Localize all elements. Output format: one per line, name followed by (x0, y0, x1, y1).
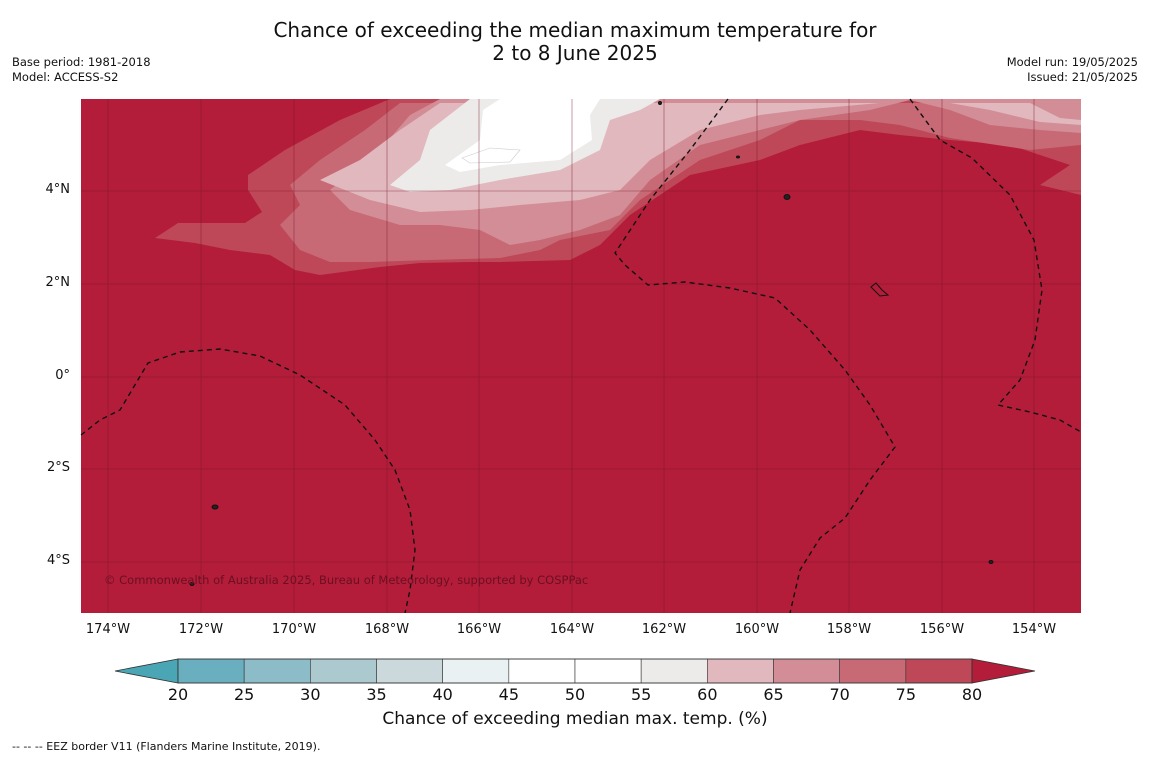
model-run-text: Model run: 19/05/2025 (1006, 55, 1138, 69)
colorbar-cell (839, 658, 907, 684)
lat-label-2s: 2°S (46, 460, 70, 475)
lon-label: 158°W (826, 622, 872, 637)
colorbar-tick-label: 50 (564, 685, 586, 704)
colorbar-tick-label: 40 (432, 685, 453, 704)
eez-border-east (909, 98, 1082, 433)
colorbar-cell (574, 658, 642, 684)
island (211, 504, 219, 510)
island (736, 155, 740, 159)
colorbar-cell (905, 658, 973, 684)
lon-label: 156°W (919, 622, 965, 637)
colorbar-low-extension (114, 658, 179, 684)
colorbar-frame (177, 658, 973, 684)
lon-label: 172°W (178, 622, 224, 637)
lon-label: 168°W (364, 622, 410, 637)
eez-border-west (80, 348, 416, 614)
colorbar-cell (442, 658, 510, 684)
colorbar-cell (376, 658, 443, 684)
island (658, 101, 662, 105)
colorbar-tick-label: 25 (233, 685, 255, 704)
probability-contours (155, 99, 1081, 275)
lon-label: 174°W (85, 622, 131, 637)
colorbar-tick-label: 55 (630, 685, 652, 704)
island (988, 560, 994, 564)
graticule (81, 99, 1081, 613)
lon-label: 154°W (1011, 622, 1057, 637)
colorbar-tick-label: 20 (167, 685, 189, 704)
island (870, 282, 890, 297)
colorbar (114, 658, 1036, 684)
lon-label: 162°W (641, 622, 687, 637)
colorbar-cell (243, 658, 311, 684)
colorbar-tick-label: 65 (763, 685, 784, 704)
lon-label: 164°W (549, 622, 595, 637)
colorbar-cell (310, 658, 377, 684)
issued-text: Issued: 21/05/2025 (1027, 70, 1138, 84)
colorbar-tick-label: 35 (366, 685, 387, 704)
meta-right: Model run: 19/05/2025 Issued: 21/05/2025 (1007, 55, 1138, 85)
meta-left: Base period: 1981-2018 Model: ACCESS-S2 (12, 55, 151, 85)
colorbar-cell (508, 658, 576, 684)
model-text: Model: ACCESS-S2 (12, 70, 119, 84)
colorbar-cell (773, 658, 840, 684)
lat-label-4n: 4°N (45, 182, 71, 197)
colorbar-title: Chance of exceeding median max. temp. (%… (382, 709, 768, 729)
colorbar-high-extension (971, 658, 1036, 684)
chart-title-line-1: Chance of exceeding the median maximum t… (273, 18, 877, 42)
colorbar-tick-label: 70 (829, 685, 850, 704)
eez-legend-text: -- -- -- EEZ border V11 (Flanders Marine… (12, 740, 321, 753)
eez-border-center (614, 98, 896, 614)
lon-label: 170°W (271, 622, 317, 637)
colorbar-tick-label: 80 (961, 685, 983, 704)
contour-45-50 (461, 147, 521, 164)
colorbar-tick-label: 30 (300, 685, 321, 704)
eez-borders (80, 98, 1082, 614)
colorbar-tick-label: 60 (697, 685, 718, 704)
colorbar-cell (707, 658, 774, 684)
chart-title-line-2: 2 to 8 June 2025 (492, 41, 658, 65)
lon-label: 166°W (456, 622, 502, 637)
colorbar-tick-label: 45 (498, 685, 519, 704)
colorbar-cell (177, 658, 245, 684)
colorbar-cell (640, 658, 708, 684)
lat-label-2n: 2°N (45, 275, 71, 290)
colorbar-tick-label: 75 (895, 685, 916, 704)
island (189, 582, 195, 586)
copyright-text: © Commonwealth of Australia 2025, Bureau… (104, 573, 589, 587)
island (783, 194, 791, 200)
lat-label-4s: 4°S (46, 553, 70, 568)
islands (189, 101, 994, 586)
lon-label: 160°W (734, 622, 780, 637)
base-period-text: Base period: 1981-2018 (12, 55, 151, 69)
lat-label-0: 0° (55, 368, 70, 383)
